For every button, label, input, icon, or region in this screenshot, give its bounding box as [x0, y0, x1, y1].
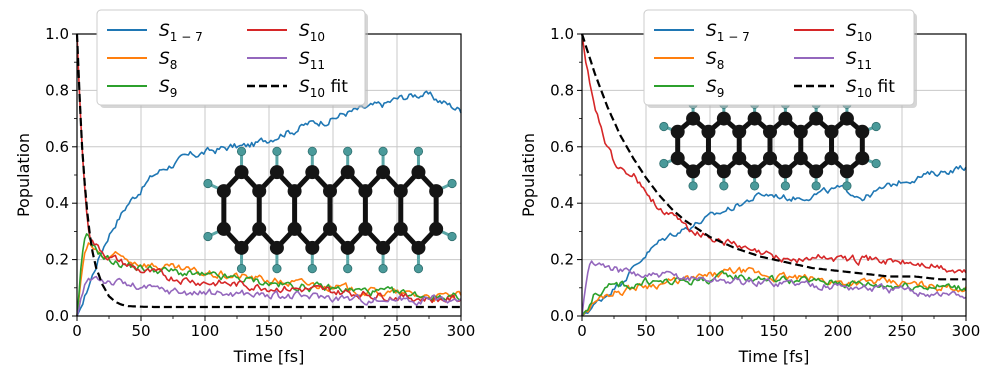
series-line-0	[581, 165, 967, 317]
axis-ticks: 0 50 100 150 200 250 300 0.0 0.2 0.4 0.6 0.8 1.0	[550, 25, 980, 340]
x-tick-label: 50	[131, 322, 150, 340]
legend-entry: S10	[299, 21, 325, 44]
y-tick-label: 0.4	[45, 194, 69, 212]
legend-entry: S11	[299, 49, 325, 72]
x-tick-label: 150	[760, 322, 789, 340]
x-axis-label: Time [fs]	[738, 347, 810, 366]
legend-entry: S8	[706, 49, 724, 72]
x-tick-label: 50	[636, 322, 655, 340]
series-line-4	[581, 260, 967, 317]
y-tick-label: 0.6	[550, 138, 574, 156]
x-tick-label: 150	[255, 322, 284, 340]
series-lines	[580, 33, 967, 317]
x-tick-label: 100	[191, 322, 220, 340]
series-line-1	[581, 266, 967, 317]
legend-entry: S9	[706, 77, 724, 100]
legend: S1 − 7 S10 S8 S11 S9 S10 fit	[643, 9, 917, 108]
legend-entry: S10	[846, 21, 872, 44]
right-population-plot: 0 50 100 150 200 250 300 0.0 0.2 0.4 0.6 0.8 1.0 Time…	[519, 9, 980, 366]
series-line-2	[76, 233, 462, 317]
y-axis-label: Population	[519, 133, 538, 217]
left-population-plot: 0 50 100 150 200 250 300 0.0 0.2 0.4 0.6 0.8 1.0 Time…	[14, 9, 475, 366]
x-tick-label: 200	[824, 322, 853, 340]
x-tick-label: 200	[319, 322, 348, 340]
x-tick-label: 0	[577, 322, 587, 340]
molecule-illustration	[659, 99, 881, 191]
y-tick-label: 1.0	[45, 25, 69, 43]
x-axis-label: Time [fs]	[233, 347, 305, 366]
y-tick-label: 0.6	[45, 138, 69, 156]
y-tick-label: 0.0	[550, 307, 574, 325]
y-tick-label: 0.8	[550, 81, 574, 99]
x-tick-label: 0	[72, 322, 82, 340]
series-line-5	[580, 33, 966, 281]
series-line-4	[76, 275, 462, 317]
y-tick-label: 0.2	[45, 251, 69, 269]
legend-entry: S10 fit	[299, 77, 348, 100]
x-tick-label: 300	[952, 322, 981, 340]
legend-entry: S1 − 7	[706, 21, 750, 44]
legend-entry: S9	[159, 77, 177, 100]
legend-entry: S8	[159, 49, 177, 72]
y-tick-label: 0.2	[550, 251, 574, 269]
x-tick-label: 250	[888, 322, 917, 340]
legend-entry: S11	[846, 49, 872, 72]
series-line-0	[76, 90, 462, 317]
y-tick-label: 0.8	[45, 81, 69, 99]
legend-entry: S10 fit	[846, 77, 895, 100]
x-tick-label: 250	[383, 322, 412, 340]
legend-entry: S1 − 7	[159, 21, 203, 44]
x-tick-label: 300	[447, 322, 476, 340]
y-tick-label: 0.4	[550, 194, 574, 212]
x-tick-label: 100	[696, 322, 725, 340]
series-line-5	[75, 33, 461, 309]
y-axis-label: Population	[14, 133, 33, 217]
axis-ticks: 0 50 100 150 200 250 300 0.0 0.2 0.4 0.6 0.8 1.0	[45, 25, 475, 340]
legend: S1 − 7 S10 S8 S11 S9 S10 fit	[96, 9, 368, 108]
series-lines	[75, 33, 462, 317]
y-tick-label: 1.0	[550, 25, 574, 43]
y-tick-label: 0.0	[45, 307, 69, 325]
molecule-illustration	[203, 146, 457, 274]
